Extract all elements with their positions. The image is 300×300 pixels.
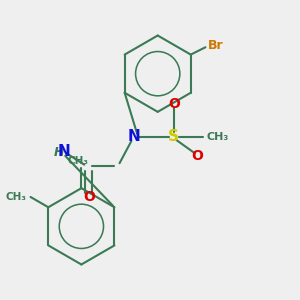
Text: O: O	[191, 149, 203, 163]
Text: S: S	[168, 129, 179, 144]
Text: CH₃: CH₃	[68, 156, 89, 166]
Text: O: O	[168, 98, 180, 112]
Text: Br: Br	[208, 39, 224, 52]
Text: CH₃: CH₃	[206, 132, 228, 142]
Text: H: H	[54, 146, 64, 159]
Text: N: N	[58, 144, 71, 159]
Text: O: O	[83, 190, 95, 204]
Text: CH₃: CH₃	[5, 192, 26, 202]
Text: N: N	[128, 129, 141, 144]
